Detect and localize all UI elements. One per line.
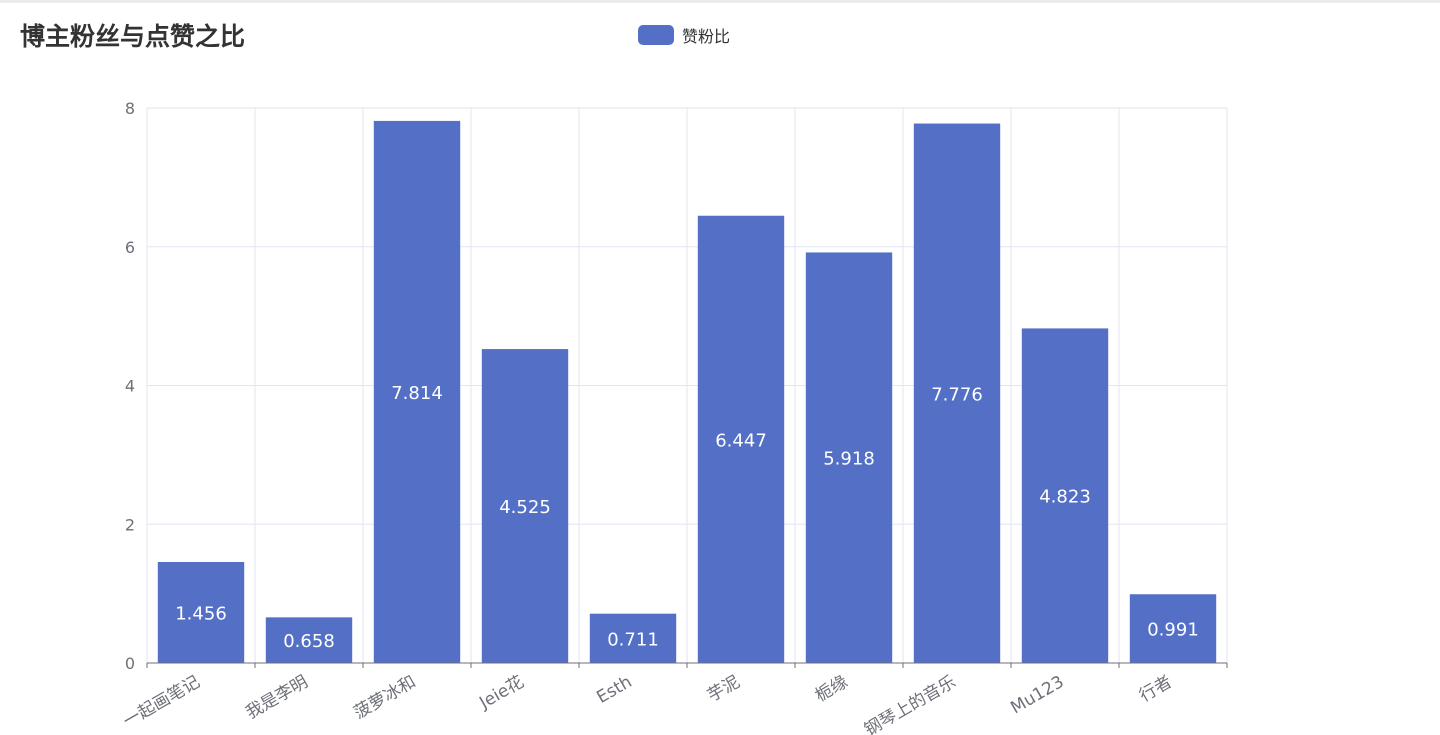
legend-label: 赞粉比 xyxy=(682,27,731,46)
legend-item[interactable]: 赞粉比 xyxy=(638,23,730,47)
bar-value-label: 1.456 xyxy=(175,603,227,624)
bar[interactable] xyxy=(589,613,677,663)
x-tick-label: 菠萝冰和 xyxy=(351,672,420,723)
bar-value-label: 4.823 xyxy=(1039,487,1091,508)
y-tick-label: 6 xyxy=(125,238,135,257)
bar[interactable] xyxy=(1021,328,1109,663)
bar-value-label: 4.525 xyxy=(499,497,551,518)
bar-value-label: 6.447 xyxy=(715,430,767,451)
x-tick-label: 钢琴上的音乐 xyxy=(861,672,959,735)
y-tick-label: 2 xyxy=(125,515,135,534)
bar[interactable] xyxy=(481,349,569,663)
bar[interactable] xyxy=(913,123,1001,664)
y-tick-label: 4 xyxy=(125,377,135,396)
bar[interactable] xyxy=(697,215,785,663)
bar-value-label: 7.776 xyxy=(931,384,983,405)
x-tick-label: 芋泥 xyxy=(704,672,743,706)
bar-value-label: 0.991 xyxy=(1147,620,1199,641)
x-tick-label: 一起画笔记 xyxy=(120,672,204,732)
bar[interactable] xyxy=(805,252,893,663)
x-tick-label: Jeie花 xyxy=(475,672,527,714)
bar-value-label: 5.918 xyxy=(823,449,875,470)
bar[interactable] xyxy=(373,120,461,663)
bar[interactable] xyxy=(1129,594,1217,663)
bar[interactable] xyxy=(265,617,353,663)
chart-title: 博主粉丝与点赞之比 xyxy=(20,22,246,51)
y-tick-label: 0 xyxy=(125,654,135,673)
x-tick-label: 我是李明 xyxy=(243,672,312,723)
x-tick-label: Mu123 xyxy=(1007,672,1067,718)
bar-value-label: 0.711 xyxy=(607,629,659,650)
bar[interactable] xyxy=(157,561,245,663)
bar-value-label: 7.814 xyxy=(391,383,443,404)
x-tick-label: 行者 xyxy=(1136,672,1175,706)
bar-chart: 0 2 4 6 8 一起画笔记 我是李明 菠萝冰和 Jeie花 Esth 芋泥 栀缘 钢琴上的音乐 Mu1… xyxy=(120,99,1228,735)
legend-swatch xyxy=(638,25,674,45)
x-tick-label: 栀缘 xyxy=(812,672,851,706)
y-tick-label: 8 xyxy=(125,99,135,118)
x-tick-label: Esth xyxy=(593,672,635,708)
bar-value-label: 0.658 xyxy=(283,631,335,652)
